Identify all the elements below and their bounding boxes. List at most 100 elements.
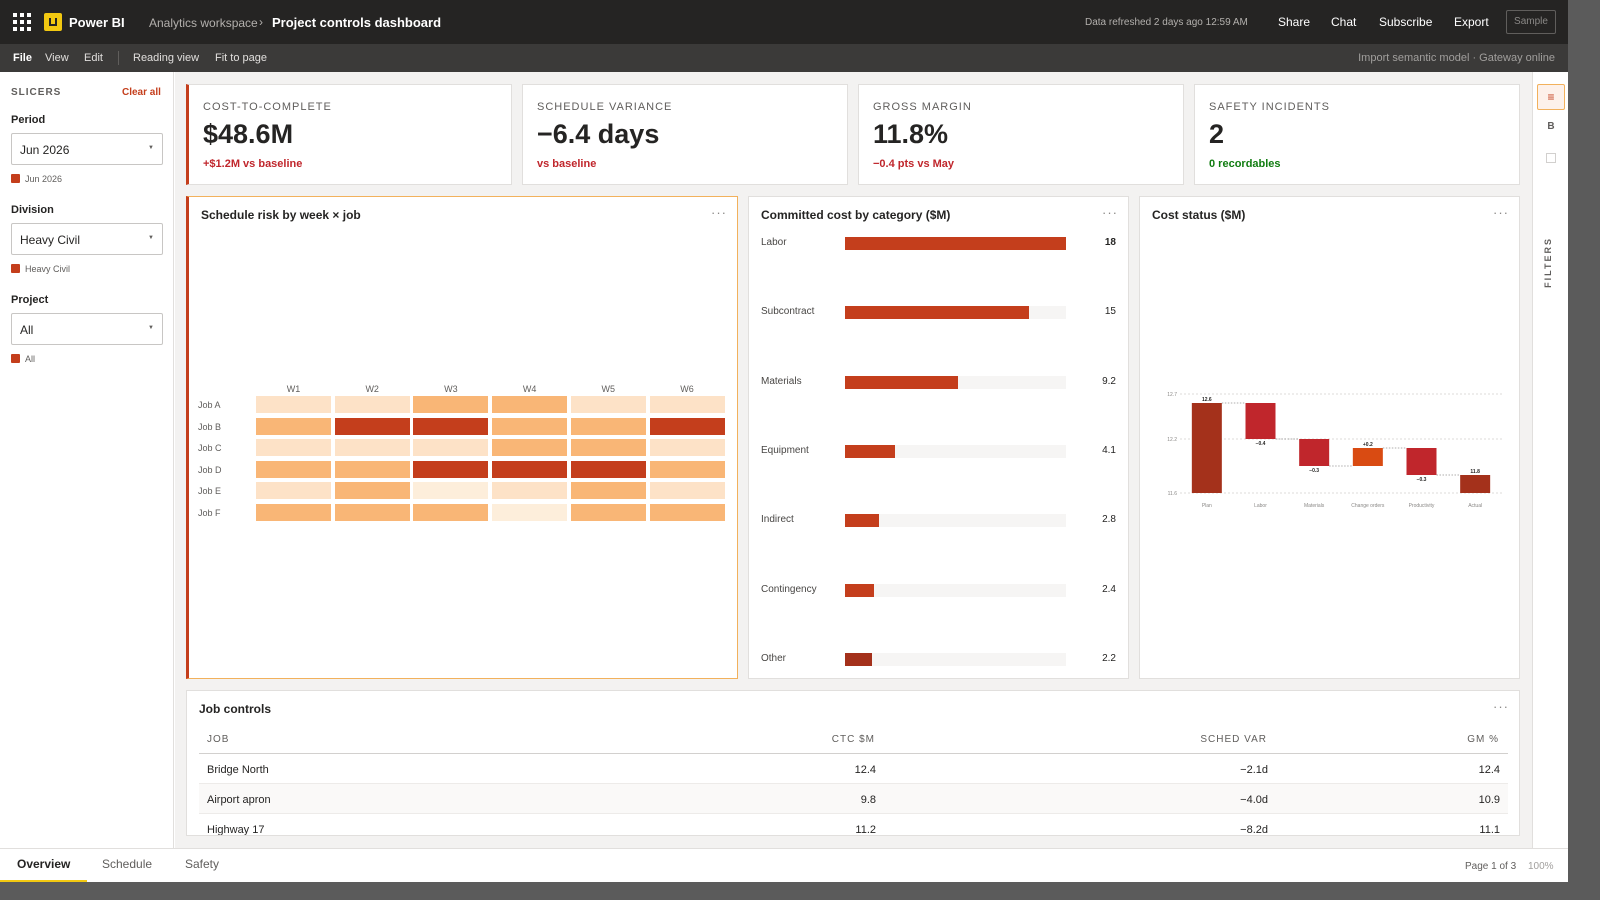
- job-controls-table-card[interactable]: Job controls ··· JOB CTC $M SCHED VAR GM…: [186, 690, 1520, 836]
- heatmap-cell[interactable]: [256, 417, 331, 435]
- bar-mark[interactable]: [845, 652, 872, 666]
- heatmap-cell[interactable]: [256, 460, 331, 478]
- project-dropdown[interactable]: All ▼: [11, 313, 163, 345]
- more-options-icon[interactable]: ···: [711, 205, 727, 220]
- heatmap-cell[interactable]: [492, 503, 568, 521]
- heatmap-cell[interactable]: [649, 439, 725, 456]
- selection-pane-icon[interactable]: [1546, 153, 1556, 163]
- heatmap-cell[interactable]: [649, 396, 725, 413]
- heatmap-cell[interactable]: [570, 482, 646, 499]
- heatmap-cell[interactable]: [570, 396, 646, 413]
- zoom-level[interactable]: 100%: [1528, 861, 1554, 872]
- visualizations-pane-icon[interactable]: ≡: [1537, 84, 1565, 110]
- column-header-gm[interactable]: GM %: [1467, 734, 1499, 745]
- heatmap-cell[interactable]: [649, 460, 725, 478]
- heatmap-cell[interactable]: [413, 396, 489, 413]
- subscribe-button[interactable]: Subscribe: [1379, 15, 1433, 29]
- heatmap-cell[interactable]: [570, 439, 646, 456]
- column-header-sched-var[interactable]: SCHED VAR: [1200, 734, 1267, 745]
- heatmap-cell[interactable]: [492, 482, 568, 499]
- period-chip[interactable]: Jun 2026: [11, 174, 62, 184]
- heatmap-cell[interactable]: [256, 439, 331, 456]
- bar-mark[interactable]: [845, 237, 1066, 250]
- column-header-ctc[interactable]: CTC $M: [831, 734, 875, 745]
- bar-mark[interactable]: [845, 375, 958, 389]
- kpi-card-safety-incidents[interactable]: SAFETY INCIDENTS 2 0 recordables: [1194, 84, 1520, 185]
- more-options-icon[interactable]: ···: [1493, 205, 1509, 220]
- committed-cost-bar-card[interactable]: Committed cost by category ($M) ··· Labo…: [748, 196, 1129, 679]
- heatmap-cell[interactable]: [413, 417, 489, 435]
- waterfall-bar[interactable]: [1406, 448, 1437, 475]
- chat-button[interactable]: Chat: [1331, 15, 1357, 29]
- heatmap-cell[interactable]: [492, 417, 568, 435]
- heatmap-cell[interactable]: [334, 482, 410, 499]
- heatmap-cell[interactable]: [649, 503, 725, 521]
- filters-pane-toggle[interactable]: FILTERS: [1543, 237, 1553, 288]
- heatmap-cell[interactable]: [256, 396, 331, 413]
- more-options-icon[interactable]: ···: [1493, 699, 1509, 714]
- heatmap-cell[interactable]: [334, 460, 410, 478]
- period-dropdown[interactable]: Jun 2026 ▼: [11, 133, 163, 165]
- kpi-value: 2: [1209, 119, 1225, 149]
- heatmap-cell[interactable]: [649, 482, 725, 499]
- heatmap-cell[interactable]: [570, 503, 646, 521]
- heatmap-cell[interactable]: [334, 503, 410, 521]
- tab-schedule[interactable]: Schedule: [102, 857, 153, 871]
- tab-overview[interactable]: Overview: [17, 857, 71, 871]
- table-row[interactable]: Highway 17 11.2 −8.2d 11.1: [199, 814, 1508, 835]
- heatmap-cell[interactable]: [413, 503, 489, 521]
- heatmap-cell[interactable]: [492, 439, 568, 456]
- menu-view[interactable]: View: [45, 52, 69, 64]
- menu-reading-view[interactable]: Reading view: [133, 52, 200, 64]
- menu-fit-to-page[interactable]: Fit to page: [215, 52, 267, 64]
- heatmap-cell[interactable]: [492, 396, 568, 413]
- division-chip[interactable]: Heavy Civil: [11, 264, 70, 274]
- breadcrumb-workspace[interactable]: Analytics workspace: [149, 16, 258, 30]
- heatmap-cell[interactable]: [334, 396, 410, 413]
- project-chip[interactable]: All: [11, 354, 35, 364]
- heatmap-cell[interactable]: [570, 417, 646, 435]
- more-options-icon[interactable]: ···: [1102, 205, 1118, 220]
- export-button[interactable]: Export: [1454, 15, 1489, 29]
- kpi-card-gross-margin[interactable]: GROSS MARGIN 11.8% −0.4 pts vs May: [858, 84, 1184, 185]
- heatmap-cell[interactable]: [334, 417, 410, 435]
- bar-mark[interactable]: [845, 306, 1030, 320]
- kpi-card-schedule-variance[interactable]: SCHEDULE VARIANCE −6.4 days vs baseline: [522, 84, 848, 185]
- menu-file[interactable]: File: [13, 52, 32, 64]
- waterfall-tick-label: 11.6: [1168, 491, 1178, 497]
- heatmap-cell[interactable]: [256, 503, 331, 521]
- heatmap-cell[interactable]: [256, 482, 331, 499]
- table-row[interactable]: Bridge North 12.4 −2.1d 12.4: [199, 754, 1508, 784]
- heatmap-cell[interactable]: [413, 439, 489, 456]
- heatmap-cell[interactable]: [413, 482, 489, 499]
- waterfall-bar[interactable]: [1352, 448, 1383, 466]
- heatmap-cell[interactable]: [492, 460, 568, 478]
- report-title: Project controls dashboard: [272, 15, 442, 30]
- bar-mark[interactable]: [845, 514, 880, 528]
- cost-status-waterfall-card[interactable]: Cost status ($M) ··· 11.6 12.2 12.7 12.6 Pla…: [1139, 196, 1520, 679]
- heatmap-cell[interactable]: [334, 439, 410, 456]
- tab-safety[interactable]: Safety: [185, 857, 220, 871]
- bookmarks-pane-icon[interactable]: B: [1547, 121, 1555, 132]
- share-button[interactable]: Share: [1278, 15, 1311, 29]
- kpi-card-cost-to-complete[interactable]: COST-TO-COMPLETE $48.6M +$1.2M vs baseli…: [186, 84, 512, 185]
- column-header-job[interactable]: JOB: [207, 734, 230, 745]
- clear-all-button[interactable]: Clear all: [122, 87, 161, 98]
- waterfall-bar[interactable]: [1245, 403, 1276, 439]
- waterfall-bar[interactable]: [1299, 439, 1330, 466]
- brand-name[interactable]: Power BI: [69, 15, 125, 30]
- app-launcher-icon[interactable]: [13, 13, 31, 31]
- heatmap-cell[interactable]: [413, 460, 489, 478]
- menu-edit[interactable]: Edit: [84, 52, 103, 64]
- table-row[interactable]: Airport apron 9.8 −4.0d 10.9: [199, 784, 1508, 814]
- schedule-risk-heatmap-card[interactable]: Schedule risk by week × job ··· W1 W2 W3 W4…: [186, 196, 738, 679]
- sample-badge[interactable]: Sample: [1506, 10, 1556, 34]
- waterfall-bar[interactable]: [1460, 475, 1491, 493]
- division-dropdown[interactable]: Heavy Civil ▼: [11, 223, 163, 255]
- waterfall-bar[interactable]: [1191, 403, 1222, 493]
- page-indicator: Page 1 of 3: [1465, 861, 1517, 872]
- bar-mark[interactable]: [845, 444, 896, 458]
- bar-mark[interactable]: [845, 583, 875, 597]
- heatmap-cell[interactable]: [649, 417, 725, 435]
- heatmap-cell[interactable]: [570, 460, 646, 478]
